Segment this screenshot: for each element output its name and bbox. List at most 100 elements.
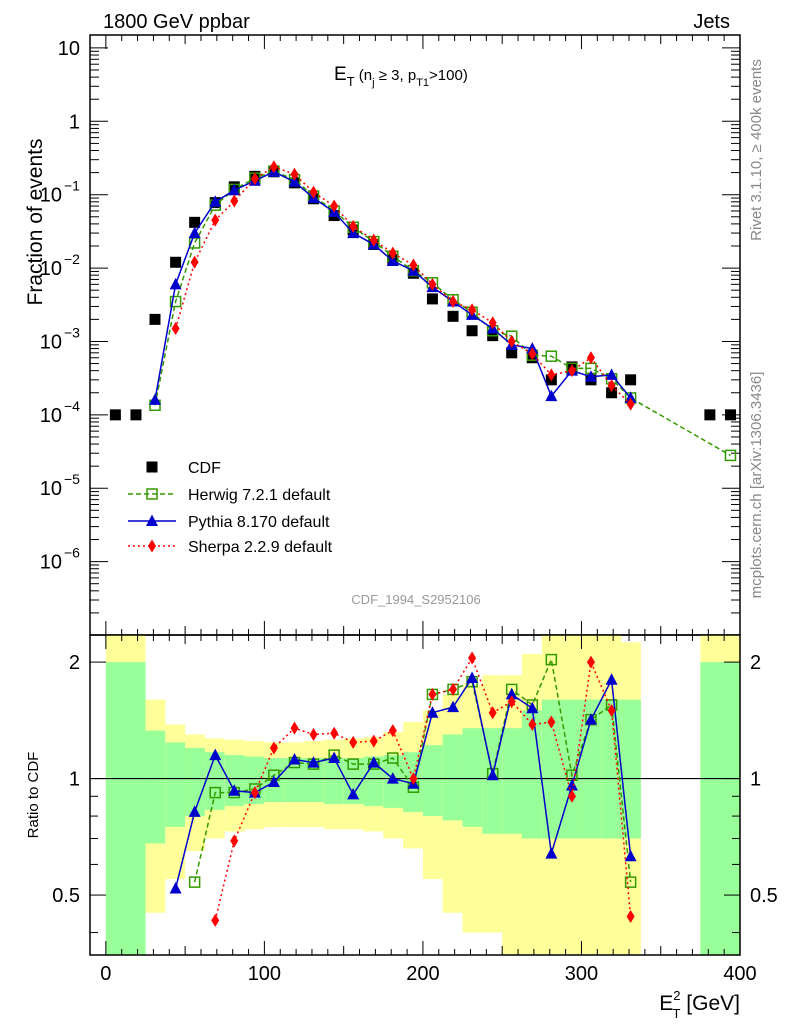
rivet-label: Rivet 3.1.10, ≥ 400k events xyxy=(748,59,765,241)
pythia-ratio-point xyxy=(367,756,380,768)
plot-title: ET (nj ≥ 3, pT1>100) xyxy=(334,64,468,89)
sherpa-point xyxy=(507,334,516,348)
x-axis-label: E2 T [GeV] xyxy=(659,988,740,1021)
sherpa-point xyxy=(488,316,497,330)
pythia-point xyxy=(386,254,399,266)
sherpa-ratio-point xyxy=(309,727,318,741)
herwig-point xyxy=(545,350,558,362)
ratio-band-green xyxy=(185,747,205,817)
sherpa-point xyxy=(171,322,180,336)
sherpa-point xyxy=(586,351,595,365)
sherpa-point xyxy=(567,364,576,378)
title-main: E xyxy=(334,64,347,85)
header-right-label: Jets xyxy=(693,11,730,33)
ratio-frame xyxy=(89,634,741,956)
sherpa-ratio-point xyxy=(388,724,397,738)
herwig-ratio-point xyxy=(545,653,558,666)
sherpa-point xyxy=(330,199,339,213)
herwig-ratio-point xyxy=(624,876,637,888)
sherpa-point xyxy=(269,160,278,174)
sherpa-point xyxy=(211,213,220,227)
pythia-point xyxy=(288,175,301,187)
herwig-ratio-point xyxy=(347,758,359,770)
sherpa-ratio-point xyxy=(626,910,635,924)
ratio-band-green xyxy=(323,758,344,804)
ratio-band-green xyxy=(422,745,443,817)
pythia-ratio-point xyxy=(584,713,597,725)
pythia-ratio-point xyxy=(169,881,182,894)
cdf-point xyxy=(466,325,478,337)
ratio-y-axis-label: Ratio to CDF xyxy=(25,752,42,839)
xlabel-sub: T xyxy=(673,1006,681,1021)
pythia-ratio-point xyxy=(267,775,280,787)
cdf-point xyxy=(625,374,637,386)
mcplots-label: mcplots.cern.ch [arXiv:1306.3436] xyxy=(748,372,765,599)
cdf-point xyxy=(130,409,142,421)
herwig-point xyxy=(169,295,182,308)
ratio-tick-label-right: 1 xyxy=(750,769,761,791)
sherpa-ratio-point xyxy=(290,721,299,735)
cdf-point xyxy=(506,347,518,359)
xlabel-main: E xyxy=(659,992,673,1015)
sherpa-ratio-point xyxy=(468,651,477,665)
sherpa-ratio-point xyxy=(409,772,418,786)
pythia-ratio-point xyxy=(347,787,360,800)
y-tick-exponent: −1 xyxy=(64,178,80,194)
ratio-band-green xyxy=(601,699,622,839)
cdf-point xyxy=(109,409,121,421)
herwig-ratio-point xyxy=(387,752,399,764)
analysis-watermark: CDF_1994_S2952106 xyxy=(351,592,480,607)
sherpa-ratio-point xyxy=(528,717,537,731)
cdf-point xyxy=(606,387,618,399)
y-tick-label: 10 xyxy=(40,331,62,353)
pythia-ratio-point xyxy=(328,751,341,764)
xlabel-sup: 2 xyxy=(673,988,680,1003)
y-tick-exponent: −4 xyxy=(64,398,80,414)
y-axis-label: Fraction of events xyxy=(24,139,47,306)
sherpa-ratio-line xyxy=(214,656,632,921)
cdf-point xyxy=(724,409,736,421)
cdf-point xyxy=(149,313,161,325)
herwig-line xyxy=(154,170,731,457)
sherpa-point xyxy=(250,172,259,186)
title-sub-t1: T1 xyxy=(416,77,429,89)
ratio-tick-label: 2 xyxy=(69,652,80,674)
sherpa-ratio-point xyxy=(349,735,358,749)
sherpa-point xyxy=(409,258,418,272)
ratio-band-green xyxy=(462,728,483,827)
pythia-point xyxy=(605,368,618,380)
title-sub-t: T xyxy=(347,74,355,89)
pythia-point xyxy=(624,391,637,403)
pythia-ratio-point xyxy=(486,768,499,781)
pythia-ratio-point xyxy=(426,706,439,718)
sherpa-point xyxy=(388,246,397,260)
x-tick-label: 200 xyxy=(406,963,439,985)
ratio-band-green xyxy=(204,752,225,810)
ratio-band-green xyxy=(442,734,463,821)
sherpa-ratio-point xyxy=(211,913,220,927)
pythia-point xyxy=(209,195,222,207)
title-end: >100) xyxy=(429,67,468,84)
pythia-point xyxy=(188,226,201,239)
ratio-band-green xyxy=(502,728,523,834)
sherpa-ratio-point xyxy=(507,695,516,709)
herwig-point xyxy=(724,449,737,462)
x-tick-label: 100 xyxy=(248,963,281,985)
sherpa-point xyxy=(528,347,537,361)
sherpa-point xyxy=(349,219,358,233)
title-sub-j: j xyxy=(371,77,374,89)
y-tick-exponent: −2 xyxy=(64,251,80,267)
pythia-legend-marker xyxy=(146,514,158,526)
sherpa-ratio-point xyxy=(428,687,437,701)
sherpa-point xyxy=(449,295,458,309)
sherpa-point xyxy=(626,397,635,411)
header-left-label: 1800 GeV ppbar xyxy=(103,11,250,33)
herwig-ratio-point xyxy=(188,876,201,888)
sherpa-point xyxy=(190,255,199,269)
pythia-ratio-point xyxy=(624,849,637,862)
ratio-tick-label-right: 0.5 xyxy=(750,885,778,907)
sherpa-ratio-point xyxy=(230,834,239,848)
herwig-ratio-line xyxy=(193,656,632,883)
y-tick-label: 10 xyxy=(40,405,62,427)
legend: CDF Herwig 7.2.1 default Pythia 8.170 defa… xyxy=(128,460,333,556)
